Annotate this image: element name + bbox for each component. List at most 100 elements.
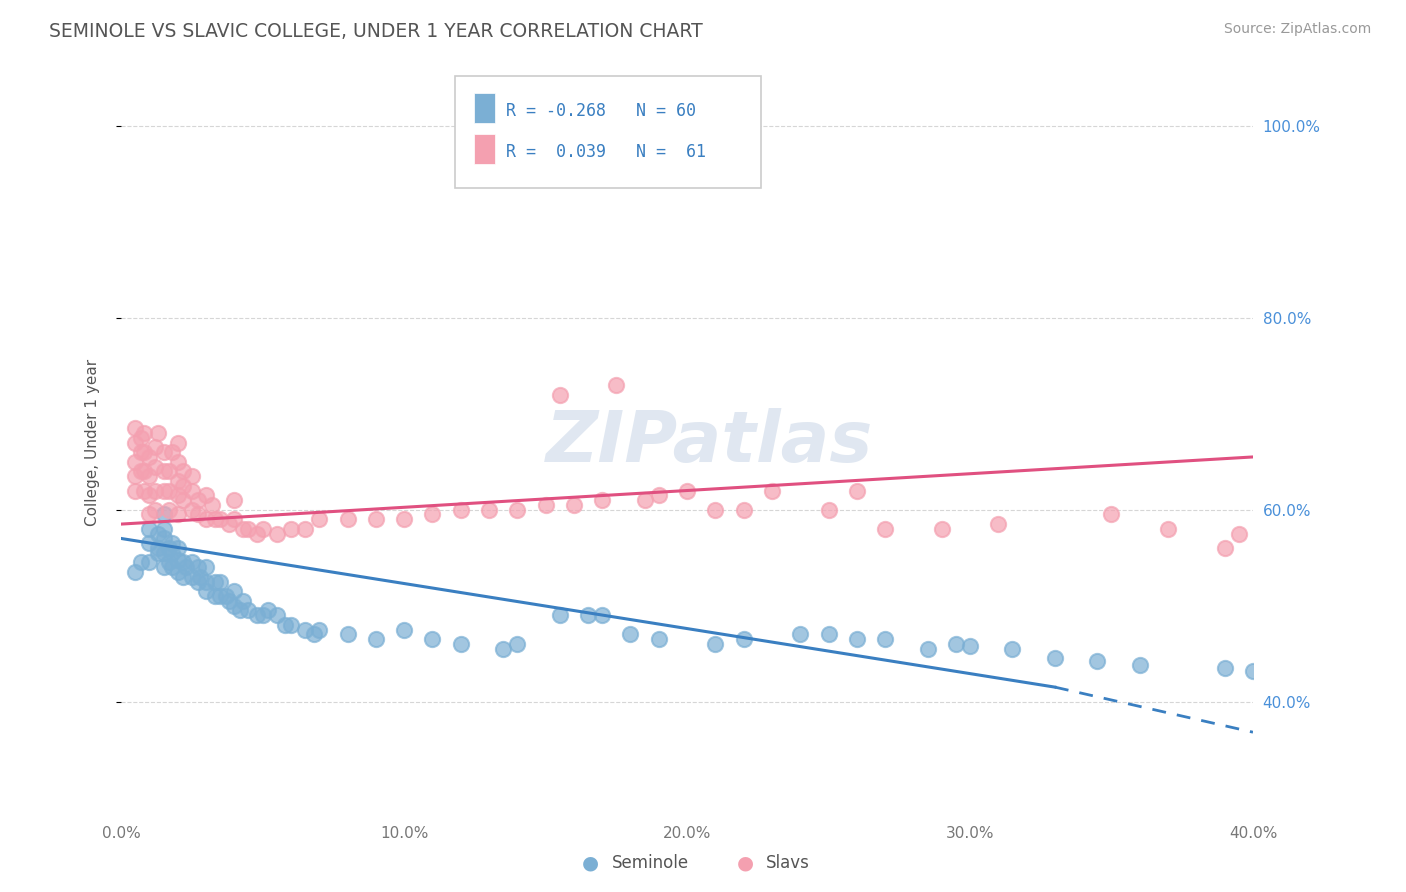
Point xyxy=(166,474,188,488)
Point xyxy=(224,493,246,508)
Point xyxy=(308,623,330,637)
Point xyxy=(166,565,188,579)
Point xyxy=(157,556,180,570)
Point xyxy=(138,488,160,502)
Point xyxy=(232,522,254,536)
Point xyxy=(450,502,472,516)
Point xyxy=(172,570,194,584)
Point xyxy=(704,502,727,516)
Point xyxy=(336,627,359,641)
Text: ●: ● xyxy=(582,854,599,872)
Point xyxy=(129,431,152,445)
Point xyxy=(364,512,387,526)
Point xyxy=(146,425,169,440)
Point xyxy=(224,584,246,599)
Point xyxy=(1101,508,1123,522)
Point xyxy=(132,483,155,498)
Point xyxy=(209,574,232,589)
Point xyxy=(209,512,232,526)
Point xyxy=(576,608,599,623)
Point xyxy=(733,632,755,647)
Point xyxy=(392,512,415,526)
Point xyxy=(676,483,699,498)
Point xyxy=(195,584,218,599)
Point xyxy=(302,627,325,641)
Point xyxy=(364,632,387,647)
Text: Source: ZipAtlas.com: Source: ZipAtlas.com xyxy=(1223,22,1371,37)
Point xyxy=(143,483,166,498)
Point xyxy=(1157,522,1180,536)
Point xyxy=(506,502,529,516)
Point xyxy=(1043,651,1066,665)
Point xyxy=(450,637,472,651)
Point xyxy=(422,632,444,647)
Point xyxy=(172,556,194,570)
Point xyxy=(195,574,218,589)
Point xyxy=(1085,654,1108,668)
Point xyxy=(534,498,557,512)
Point xyxy=(152,508,174,522)
Point xyxy=(648,488,671,502)
Point xyxy=(224,599,246,613)
Point xyxy=(817,502,839,516)
Point xyxy=(157,541,180,555)
Point xyxy=(845,632,868,647)
Point xyxy=(166,541,188,555)
Point xyxy=(186,574,208,589)
Point xyxy=(246,526,269,541)
Point xyxy=(143,441,166,455)
Point xyxy=(129,445,152,459)
Point xyxy=(761,483,783,498)
Point xyxy=(238,522,260,536)
Point xyxy=(124,565,146,579)
Point xyxy=(138,556,160,570)
Point xyxy=(172,479,194,493)
Point xyxy=(548,608,571,623)
Point xyxy=(1213,661,1236,675)
Point xyxy=(917,641,939,656)
Point xyxy=(229,603,252,617)
Point xyxy=(633,493,655,508)
Point xyxy=(180,483,202,498)
Point xyxy=(308,512,330,526)
Point xyxy=(218,517,240,532)
Bar xyxy=(474,135,495,164)
Point xyxy=(280,617,302,632)
Point xyxy=(132,445,155,459)
Point xyxy=(124,435,146,450)
Point xyxy=(789,627,811,641)
Point xyxy=(166,455,188,469)
Point xyxy=(160,546,183,560)
Point xyxy=(336,512,359,526)
Point xyxy=(160,560,183,574)
Point xyxy=(152,464,174,478)
Point xyxy=(605,378,627,392)
Point xyxy=(138,450,160,464)
Point xyxy=(152,483,174,498)
Point xyxy=(152,522,174,536)
Point xyxy=(172,464,194,478)
Point xyxy=(1129,658,1152,673)
Point xyxy=(591,608,613,623)
Point xyxy=(152,532,174,546)
Point xyxy=(132,464,155,478)
Text: ●: ● xyxy=(737,854,754,872)
Point xyxy=(180,469,202,483)
Point xyxy=(591,493,613,508)
Text: ZIPatlas: ZIPatlas xyxy=(546,408,873,477)
Point xyxy=(845,483,868,498)
Point xyxy=(186,560,208,574)
Point xyxy=(562,498,585,512)
Point xyxy=(129,556,152,570)
Point xyxy=(492,641,515,656)
Point xyxy=(238,603,260,617)
Point xyxy=(138,469,160,483)
Point xyxy=(146,546,169,560)
Point xyxy=(204,589,226,603)
Point xyxy=(138,522,160,536)
Point xyxy=(166,508,188,522)
Point xyxy=(166,435,188,450)
Point xyxy=(252,608,274,623)
Point xyxy=(218,594,240,608)
Text: R =  0.039   N =  61: R = 0.039 N = 61 xyxy=(506,144,706,161)
